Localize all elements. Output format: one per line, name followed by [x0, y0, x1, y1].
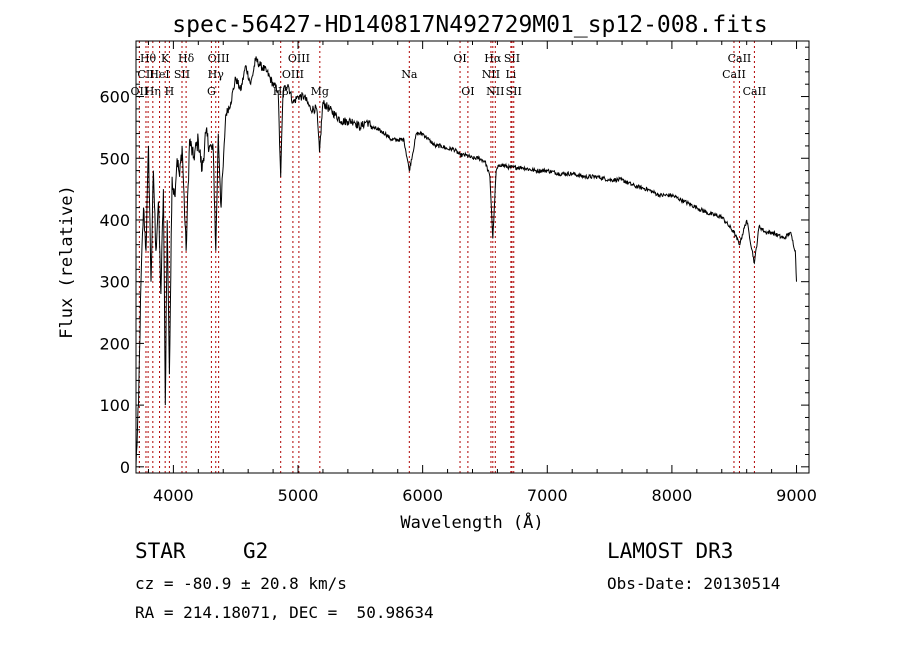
- axis-ticks: 4000 5000 6000 7000 8000 9000 0 100 200 300 400 500…: [99, 41, 817, 505]
- line-marker-label: Hα: [484, 52, 502, 65]
- x-tick-label: 7000: [527, 486, 568, 505]
- line-marker-label: SII: [506, 85, 522, 98]
- line-marker-label: Hθ: [140, 52, 157, 65]
- plot-frame: [135, 40, 810, 474]
- x-tick-label: 8000: [652, 486, 693, 505]
- line-marker-label: OIII: [208, 52, 230, 65]
- survey-name: LAMOST DR3: [607, 539, 734, 563]
- flux-series-line: [135, 56, 797, 467]
- line-marker-label: Mg: [311, 85, 329, 98]
- line-marker-label: SII: [174, 68, 190, 81]
- y-tick-label: 200: [99, 334, 130, 353]
- line-marker-label: SII: [504, 52, 520, 65]
- y-tick-label: 0: [120, 458, 130, 477]
- line-marker-label: OII: [131, 85, 149, 98]
- line-marker-label: OI: [453, 52, 466, 65]
- x-tick-label: 4000: [153, 486, 194, 505]
- object-class: STAR: [135, 539, 186, 563]
- line-marker-label: OIII: [282, 68, 304, 81]
- line-marker-label: CaII: [722, 68, 746, 81]
- series-group: [135, 56, 797, 467]
- spectral-subclass: G2: [243, 539, 269, 563]
- x-axis-label: Wavelength (Å): [400, 511, 543, 533]
- line-marker-label: Hγ: [208, 68, 225, 81]
- x-tick-label: 9000: [776, 486, 817, 505]
- line-marker-label: Li: [505, 68, 516, 81]
- y-tick-label: 500: [99, 149, 130, 168]
- line-marker-label: K: [161, 52, 170, 65]
- x-tick-label: 6000: [402, 486, 443, 505]
- line-marker-label: G: [207, 85, 216, 98]
- y-tick-label: 400: [99, 211, 130, 230]
- line-marker-label: OIII: [288, 52, 310, 65]
- line-marker-label: NII: [482, 68, 500, 81]
- line-marker-label: Hδ: [178, 52, 195, 65]
- y-tick-label: 100: [99, 396, 130, 415]
- y-tick-label: 600: [99, 88, 130, 107]
- line-marker-label: HeI: [149, 68, 169, 81]
- line-marker-label: Hη: [145, 85, 161, 98]
- chart-title: spec-56427-HD140817N492729M01_sp12-008.f…: [172, 12, 767, 38]
- line-marker-label: CaII: [743, 85, 767, 98]
- redshift-cz: cz = -80.9 ± 20.8 km/s: [135, 574, 347, 593]
- line-marker-label: Na: [401, 68, 418, 81]
- observation-date: Obs-Date: 20130514: [607, 574, 781, 593]
- y-tick-label: 300: [99, 273, 130, 292]
- coordinates: RA = 214.18071, DEC = 50.98634: [135, 603, 434, 622]
- line-marker-label: OI: [461, 85, 474, 98]
- y-axis-label: Flux (relative): [57, 185, 77, 339]
- line-marker-label: H: [165, 85, 175, 98]
- line-marker-label: CaII: [728, 52, 752, 65]
- x-tick-label: 5000: [278, 486, 319, 505]
- line-marker-label: CII: [137, 68, 154, 81]
- line-marker-label: NII: [486, 85, 504, 98]
